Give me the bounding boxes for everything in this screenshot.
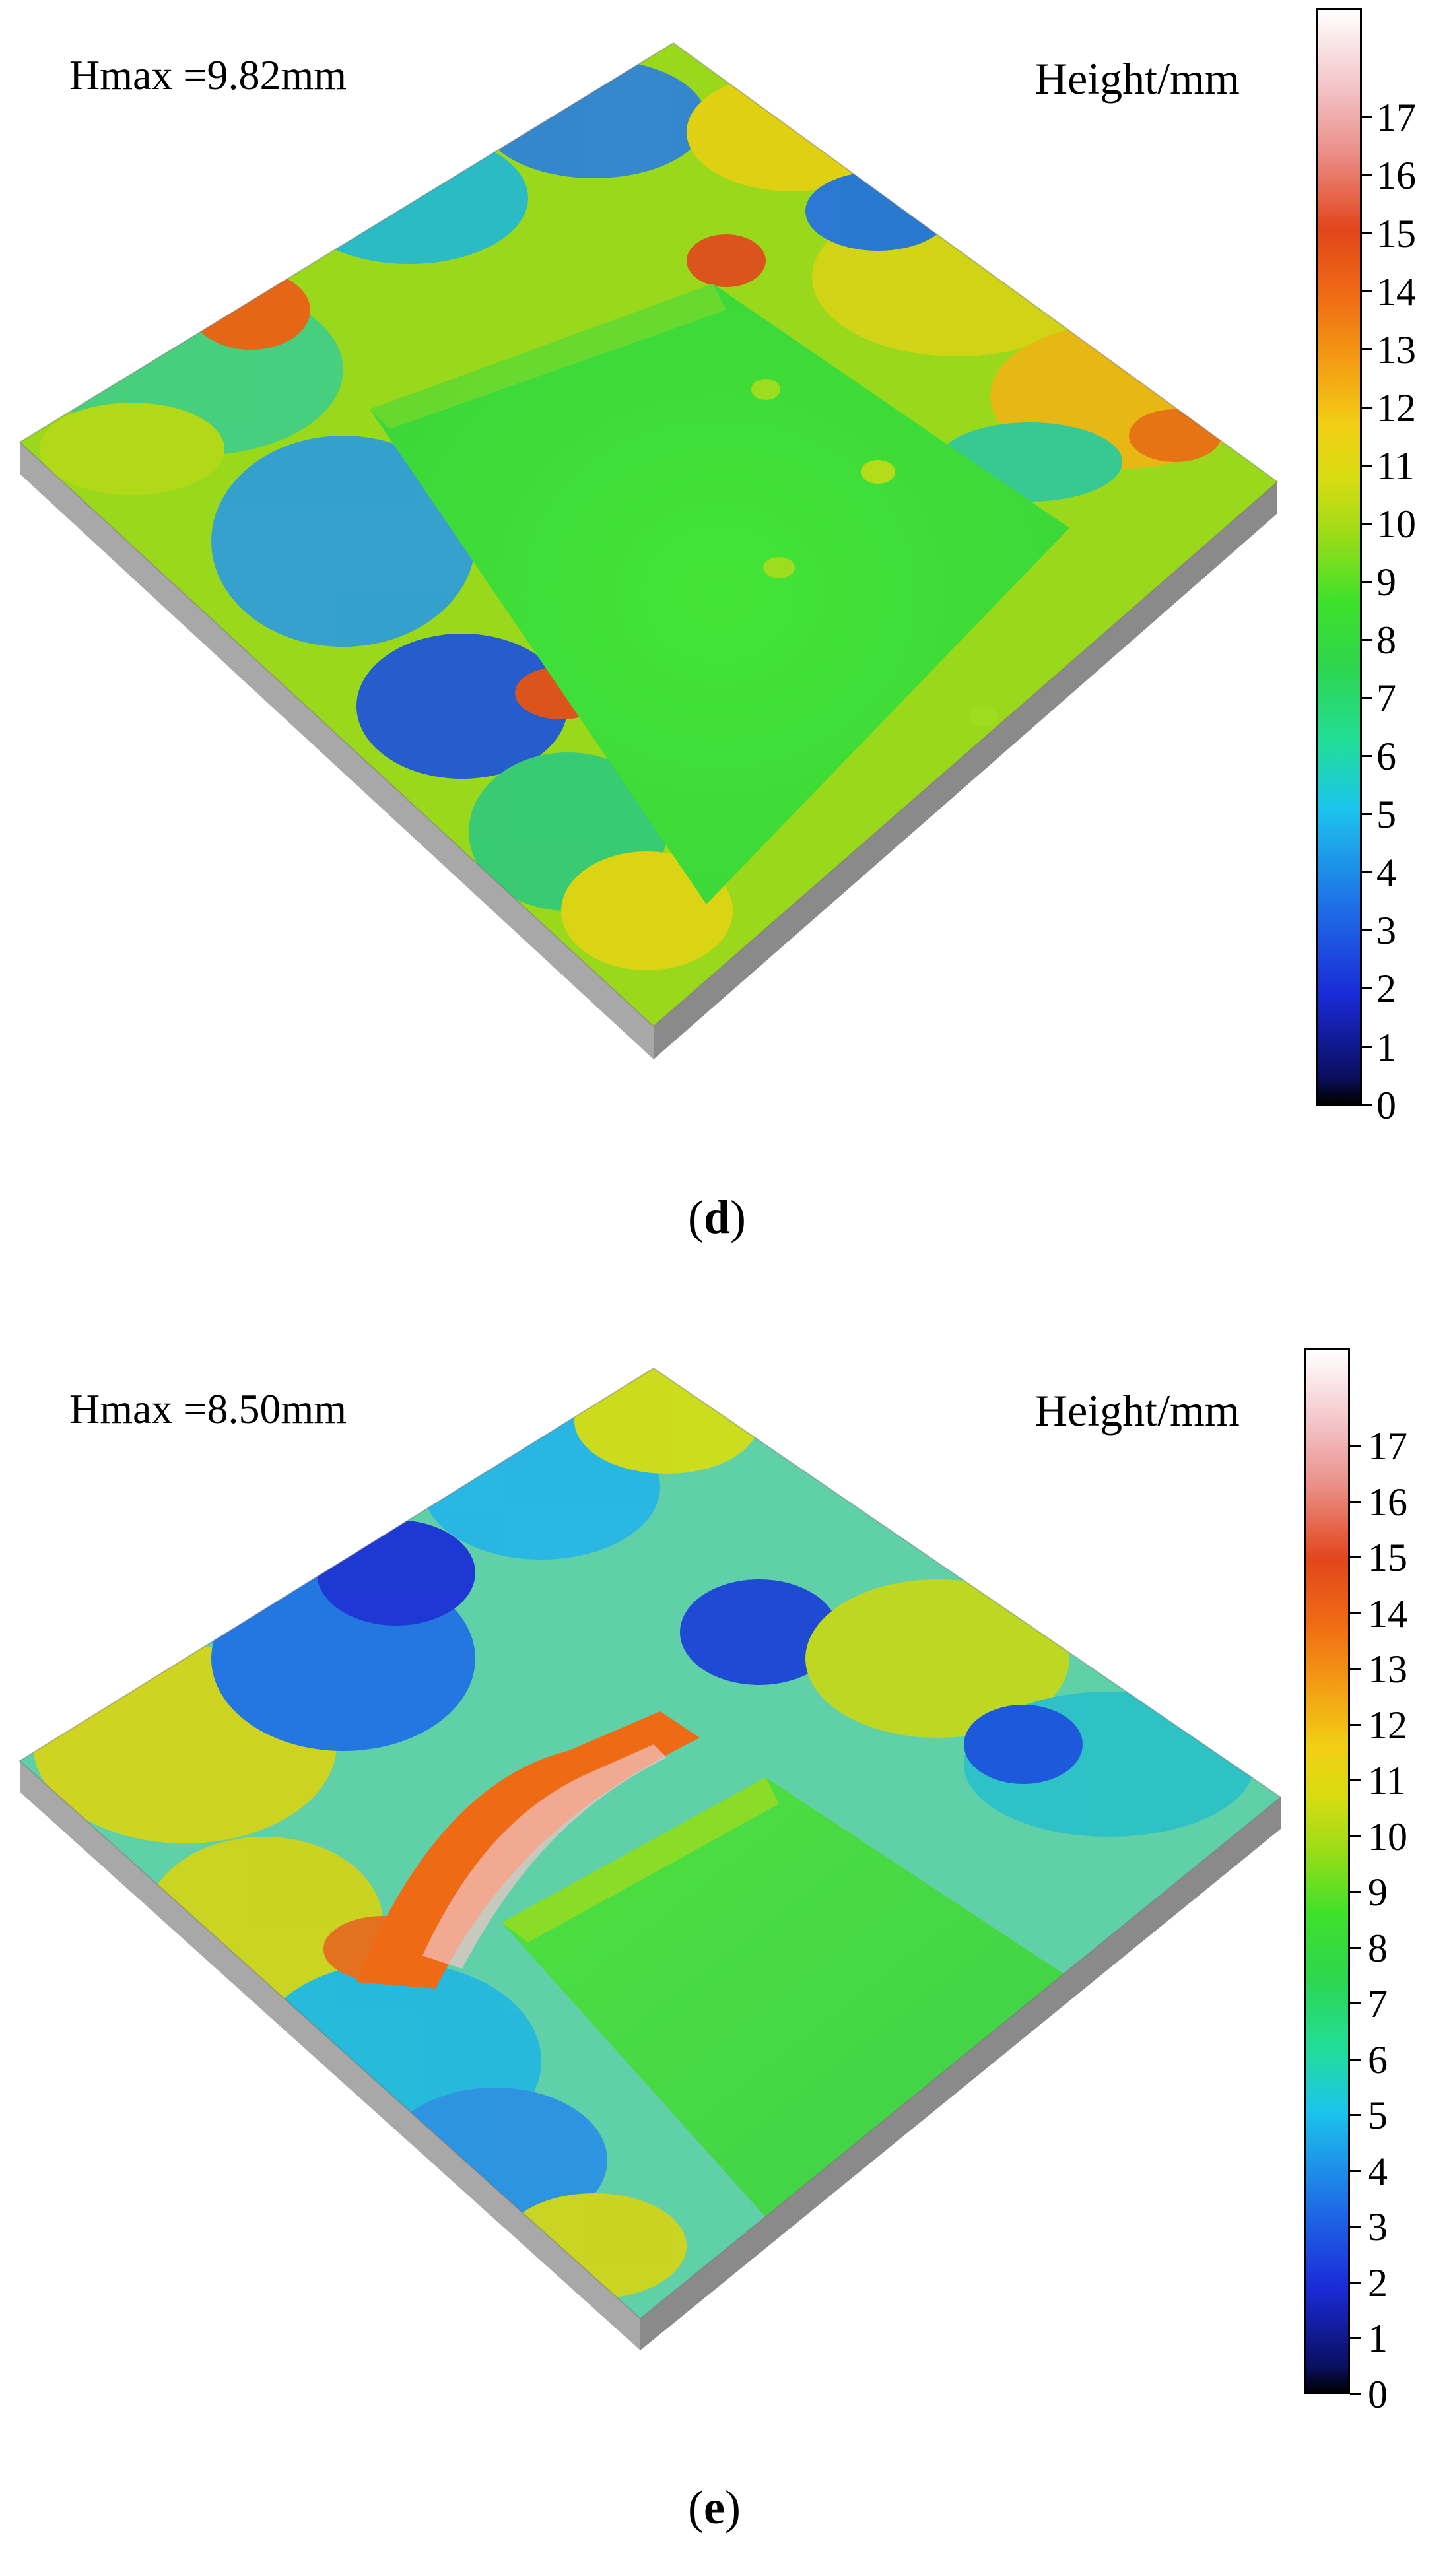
colorbar-tick-label: 7 [1368, 1982, 1388, 2026]
colorbar-tick-label: 14 [1368, 1592, 1407, 1635]
colorbar-tick-label: 11 [1368, 1759, 1406, 1802]
colorbar-tick-label: 13 [1368, 1647, 1407, 1691]
colorbar-tick-label: 0 [1376, 1084, 1396, 1127]
colorbar-d [1316, 8, 1362, 1106]
colorbar-title-e: Height/mm [1035, 1385, 1240, 1436]
hmax-label-e: Hmax =8.50mm [69, 1385, 347, 1432]
colorbar-tick-label: 16 [1376, 154, 1416, 197]
colorbar-tick-label: 7 [1376, 677, 1396, 720]
colorbar-tick-label: 8 [1368, 1927, 1388, 1970]
surface-plot-d [18, 42, 1279, 1059]
colorbar-tick-label: 10 [1376, 502, 1416, 546]
colorbar-tick-label: 9 [1376, 560, 1396, 604]
colorbar-tick-label: 12 [1376, 386, 1416, 430]
colorbar-tick-label: 12 [1368, 1703, 1407, 1747]
surface-base-right [654, 482, 1277, 1059]
colorbar-tick-label: 14 [1376, 270, 1416, 314]
surface-base-right [640, 1797, 1281, 2350]
figure-panel-e: Hmax =8.50mm Height/mm 0 1 2 3 4 5 6 7 8… [0, 1289, 1453, 2576]
flat-region-e [502, 1777, 1096, 2239]
caption-letter-d: d [703, 1191, 731, 1243]
figure-panel-d: Hmax =9.82mm Height/mm 0 1 2 3 4 5 6 7 8… [0, 0, 1453, 1287]
flat-region-d [370, 284, 1069, 904]
surface-top-e [20, 1368, 1281, 2319]
colorbar-tick-label: 9 [1368, 1870, 1388, 1914]
colorbar-tick-label: 3 [1368, 2205, 1388, 2249]
colorbar-tick-label: 13 [1376, 328, 1416, 372]
colorbar-tick-label: 2 [1376, 967, 1396, 1010]
colorbar-tick-label: 1 [1368, 2317, 1388, 2360]
caption-letter-e: e [703, 2481, 725, 2534]
colorbar-tick-label: 1 [1376, 1026, 1396, 1069]
hmax-label-d: Hmax =9.82mm [69, 51, 347, 98]
panel-caption-e: (e) [688, 2481, 741, 2534]
colorbar-tick-label: 5 [1368, 2094, 1388, 2137]
colorbar-tick-label: 6 [1368, 2038, 1388, 2082]
colorbar-e [1304, 1348, 1350, 2394]
colorbar-tick-label: 0 [1368, 2373, 1388, 2416]
colorbar-tick-label: 3 [1376, 909, 1396, 952]
colorbar-tick-label: 17 [1376, 96, 1416, 139]
colorbar-tick-label: 11 [1376, 444, 1415, 488]
colorbar-tick-label: 4 [1368, 2150, 1388, 2193]
surface-plot-e [18, 1367, 1282, 2350]
colorbar-tick-label: 2 [1368, 2261, 1388, 2305]
colorbar-tick-label: 16 [1368, 1480, 1407, 1524]
surface-base-left [20, 1761, 640, 2350]
surface-top-d [20, 43, 1277, 1026]
surface-base-left [20, 442, 654, 1059]
colorbar-tick-label: 17 [1368, 1424, 1407, 1468]
colorbar-title-d: Height/mm [1035, 53, 1240, 104]
colorbar-tick-label: 4 [1376, 851, 1396, 894]
colorbar-tick-label: 15 [1368, 1536, 1407, 1579]
colorbar-tick-label: 6 [1376, 735, 1396, 778]
colorbar-tick-label: 5 [1376, 793, 1396, 836]
colorbar-tick-label: 15 [1376, 212, 1416, 255]
colorbar-tick-label: 8 [1376, 618, 1396, 662]
colorbar-tick-label: 10 [1368, 1815, 1407, 1859]
panel-caption-d: (d) [688, 1191, 747, 1243]
